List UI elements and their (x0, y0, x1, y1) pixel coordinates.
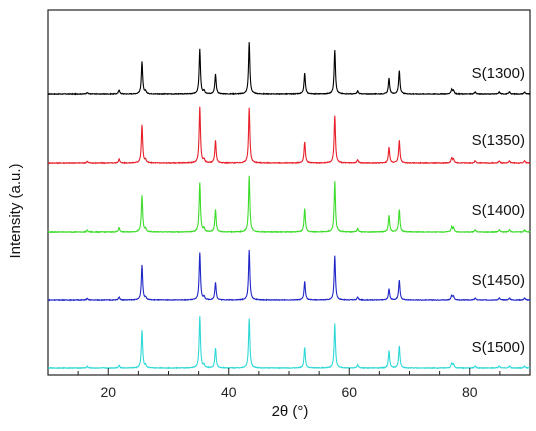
series-line (47, 316, 531, 370)
x-axis-title: 2θ (°) (272, 403, 309, 420)
series-label: S(1400) (472, 202, 525, 219)
series-line (47, 106, 531, 165)
x-tick-label: 80 (462, 384, 478, 400)
x-tick-label: 40 (221, 384, 237, 400)
series-line (47, 42, 531, 96)
series-label: S(1450) (472, 272, 525, 289)
series-line (47, 249, 531, 302)
x-tick-label: 60 (341, 384, 357, 400)
x-tick-label: 20 (100, 384, 116, 400)
series-label: S(1500) (472, 339, 525, 356)
series-label: S(1300) (472, 65, 525, 82)
series-labels-group: S(1300) S(1350) S(1400) S(1450) S(1500) (472, 65, 525, 356)
x-ticks-group: 20 40 60 80 (77, 368, 531, 400)
series-line (47, 175, 531, 234)
y-axis-title: Intensity (a.u.) (7, 163, 24, 258)
series-label: S(1350) (472, 132, 525, 149)
traces-group (47, 42, 531, 370)
